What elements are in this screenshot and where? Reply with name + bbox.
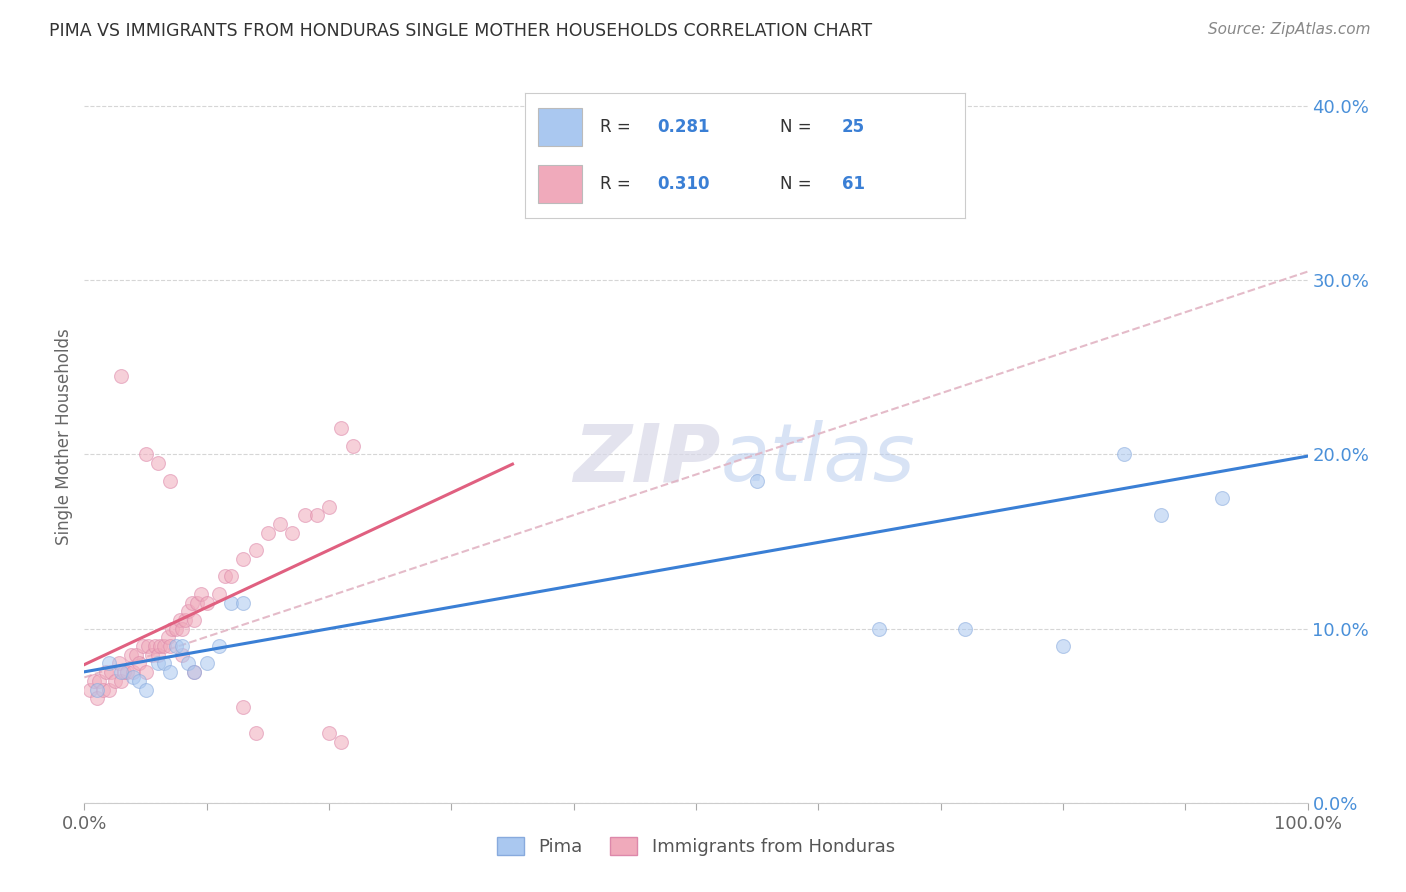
Point: [305, 508, 328, 523]
Point: [318, 726, 340, 740]
Point: [146, 456, 169, 470]
Point: [97, 657, 120, 671]
Point: [232, 552, 254, 566]
Point: [953, 622, 976, 636]
Text: Source: ZipAtlas.com: Source: ZipAtlas.com: [1208, 22, 1371, 37]
Point: [149, 639, 172, 653]
Text: ZIP: ZIP: [574, 420, 720, 498]
Point: [269, 517, 291, 532]
Point: [172, 639, 194, 653]
Point: [122, 665, 145, 680]
Text: PIMA VS IMMIGRANTS FROM HONDURAS SINGLE MOTHER HOUSEHOLDS CORRELATION CHART: PIMA VS IMMIGRANTS FROM HONDURAS SINGLE …: [49, 22, 872, 40]
Point: [905, 160, 928, 174]
Point: [97, 682, 120, 697]
Point: [135, 665, 157, 680]
Point: [159, 665, 181, 680]
Point: [110, 665, 132, 680]
Point: [141, 648, 163, 662]
Point: [100, 665, 122, 680]
Point: [177, 657, 200, 671]
Point: [91, 682, 114, 697]
Point: [86, 691, 108, 706]
Point: [172, 648, 194, 662]
Point: [153, 639, 176, 653]
Point: [169, 613, 191, 627]
Point: [186, 595, 208, 609]
Point: [294, 508, 316, 523]
Point: [183, 665, 205, 680]
Point: [162, 622, 184, 636]
Point: [330, 421, 353, 435]
Point: [143, 639, 166, 653]
Point: [208, 587, 231, 601]
Point: [153, 657, 176, 671]
Point: [342, 439, 364, 453]
Point: [146, 648, 169, 662]
Point: [128, 673, 150, 688]
Point: [172, 622, 194, 636]
Point: [1150, 508, 1173, 523]
Point: [122, 670, 145, 684]
Point: [132, 639, 155, 653]
Point: [136, 639, 159, 653]
Point: [869, 622, 891, 636]
Point: [245, 543, 267, 558]
Point: [318, 500, 340, 514]
Point: [177, 604, 200, 618]
Text: atlas: atlas: [720, 420, 915, 498]
Y-axis label: Single Mother Households: Single Mother Households: [55, 329, 73, 545]
Point: [159, 639, 181, 653]
Point: [110, 369, 132, 384]
Point: [232, 595, 254, 609]
Point: [110, 673, 132, 688]
Point: [135, 682, 157, 697]
Point: [190, 587, 212, 601]
Point: [214, 569, 236, 583]
Point: [173, 613, 195, 627]
Point: [183, 613, 205, 627]
Point: [96, 665, 118, 680]
Point: [86, 682, 108, 697]
Point: [257, 525, 280, 540]
Point: [125, 648, 148, 662]
Point: [1052, 639, 1074, 653]
Point: [165, 622, 187, 636]
Point: [146, 657, 169, 671]
Point: [120, 648, 142, 662]
Point: [232, 700, 254, 714]
Point: [104, 673, 127, 688]
Point: [165, 639, 187, 653]
Point: [219, 569, 242, 583]
Point: [156, 631, 179, 645]
Point: [181, 595, 204, 609]
Point: [1211, 491, 1233, 505]
Point: [115, 665, 138, 680]
Point: [87, 673, 110, 688]
Point: [107, 657, 129, 671]
Point: [83, 673, 105, 688]
Point: [79, 682, 101, 697]
Point: [112, 665, 135, 680]
Point: [159, 474, 181, 488]
Point: [245, 726, 267, 740]
Point: [219, 595, 242, 609]
Point: [281, 525, 304, 540]
Point: [747, 474, 769, 488]
Point: [183, 665, 205, 680]
Point: [195, 657, 218, 671]
Legend: Pima, Immigrants from Honduras: Pima, Immigrants from Honduras: [489, 830, 903, 863]
Point: [135, 448, 157, 462]
Point: [330, 735, 353, 749]
Point: [208, 639, 231, 653]
Point: [1114, 448, 1136, 462]
Point: [128, 657, 150, 671]
Point: [195, 595, 218, 609]
